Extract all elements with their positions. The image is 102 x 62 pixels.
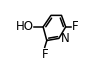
Text: F: F: [41, 48, 48, 61]
Text: N: N: [60, 32, 69, 45]
Text: HO: HO: [16, 20, 34, 33]
Text: F: F: [71, 20, 78, 33]
